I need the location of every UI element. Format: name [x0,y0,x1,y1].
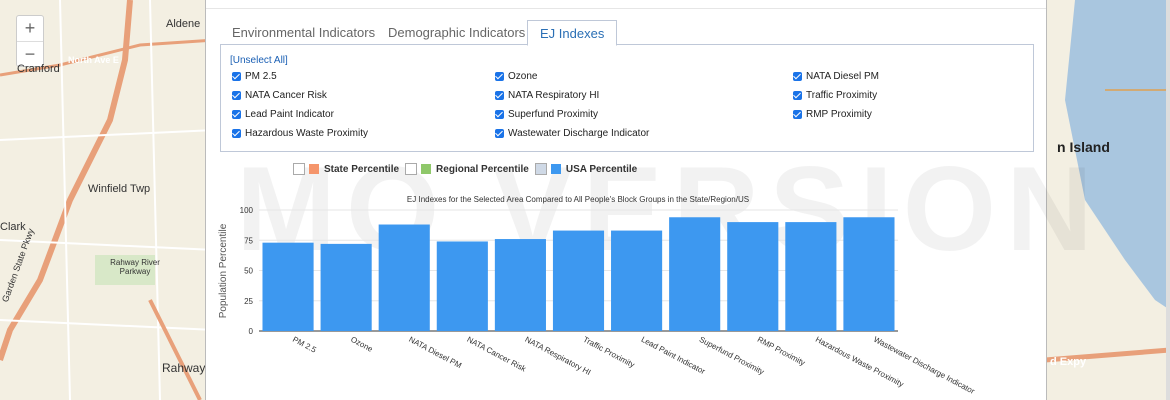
map-left[interactable]: + − Aldene Cranford North Ave E Winfield… [0,0,215,400]
x-tick-label: PM 2.5 [291,335,318,355]
chart-title: EJ Indexes for the Selected Area Compare… [407,195,749,204]
bar-wastewater-discharge-indicator[interactable] [843,217,895,331]
tab-ej-indexes[interactable]: EJ Indexes [527,20,618,46]
legend-swatch [550,164,561,174]
checkbox-icon [232,72,241,81]
x-tick-label: Superfund Proximity [698,335,766,377]
zoom-control: + − [16,15,44,67]
y-tick-label: 25 [244,297,253,306]
ej-index-bar-chart: EJ Indexes for the Selected Area Compare… [218,195,976,396]
checkbox-hazardous-waste-proximity[interactable]: Hazardous Waste Proximity [232,128,368,139]
x-tick-label: Traffic Proximity [582,335,636,370]
x-tick-label: NATA Cancer Risk [465,335,528,374]
ej-report-dialog: Environmental Indicators Demographic Ind… [205,0,1093,400]
map-roads-left [0,0,215,400]
map-label: d Expy [1050,356,1087,368]
checkbox-icon [793,72,802,81]
chart-legend: State Percentile Regional Percentile USA… [293,163,643,175]
x-tick-label: Wastewater Discharge Indicator [872,335,976,396]
y-tick-label: 75 [244,236,253,245]
bar-lead-paint-indicator[interactable] [611,230,663,331]
legend-checkbox[interactable] [293,163,305,175]
page-scrollbar[interactable] [1166,0,1170,400]
checkbox-nata-cancer-risk[interactable]: NATA Cancer Risk [232,90,327,101]
legend-state-percentile[interactable]: State Percentile [293,163,399,175]
legend-regional-percentile[interactable]: Regional Percentile [405,163,529,175]
y-tick-label: 100 [240,206,254,215]
checkbox-icon [495,72,504,81]
x-tick-label: Lead Paint Indicator [640,335,707,377]
chart-y-axis-label: Population Percentile [218,223,229,318]
checkbox-icon [793,110,802,119]
checkbox-icon [232,110,241,119]
zoom-out-button[interactable]: − [17,41,43,67]
map-label: North Ave E [68,55,119,65]
x-tick-label: RMP Proximity [756,335,807,368]
legend-swatch [421,164,432,174]
checkbox-wastewater-discharge-indicator[interactable]: Wastewater Discharge Indicator [495,128,649,139]
checkbox-icon [495,129,504,138]
map-label: Aldene [166,18,201,30]
checkbox-icon [495,110,504,119]
legend-checkbox[interactable] [534,163,547,175]
map-label: Clark [0,221,26,233]
bar-hazardous-waste-proximity[interactable] [785,222,837,331]
checkbox-icon [793,91,802,100]
map-label: Winfield Twp [88,183,151,195]
bar-superfund-proximity[interactable] [669,217,721,331]
checkbox-traffic-proximity[interactable]: Traffic Proximity [793,90,877,101]
tab-environmental-indicators[interactable]: Environmental Indicators [232,25,376,40]
map-right[interactable]: n Island d Expy [1045,0,1170,400]
checkbox-ozone[interactable]: Ozone [495,71,537,82]
unselect-all-link[interactable]: [Unselect All] [230,55,288,66]
y-tick-label: 0 [249,327,254,336]
checkbox-rmp-proximity[interactable]: RMP Proximity [793,109,872,120]
map-label: Rahway [162,361,206,375]
bar-nata-cancer-risk[interactable] [436,241,488,331]
checkbox-pm25[interactable]: PM 2.5 [232,71,277,82]
legend-usa-percentile[interactable]: USA Percentile [534,163,637,175]
x-tick-label: Ozone [349,335,375,354]
bar-traffic-proximity[interactable] [552,230,605,331]
legend-checkbox[interactable] [405,163,418,175]
legend-swatch [309,164,319,174]
bar-nata-respiratory-hi[interactable] [494,239,546,331]
map-label: Rahway River Parkway [110,258,160,276]
y-tick-label: 50 [244,267,253,276]
indicator-selection-panel: [Unselect All] PM 2.5 Ozone NATA Diesel … [220,44,1034,152]
bar-nata-diesel-pm[interactable] [378,224,430,331]
map-water-right [1045,0,1170,363]
dialog-top-bar [206,0,1046,9]
checkbox-icon [232,129,241,138]
map-label: Cranford [17,63,60,75]
bar-pm-2-5[interactable] [262,242,314,331]
bar-rmp-proximity[interactable] [727,222,779,331]
x-tick-label: NATA Diesel PM [407,335,463,371]
checkbox-icon [495,91,504,100]
checkbox-lead-paint-indicator[interactable]: Lead Paint Indicator [232,109,334,120]
zoom-in-button[interactable]: + [24,18,36,38]
checkbox-icon [232,91,241,100]
checkbox-nata-diesel-pm[interactable]: NATA Diesel PM [793,71,879,82]
bar-ozone[interactable] [320,243,372,331]
checkbox-nata-respiratory-hi[interactable]: NATA Respiratory HI [495,90,599,101]
checkbox-superfund-proximity[interactable]: Superfund Proximity [495,109,598,120]
tab-demographic-indicators[interactable]: Demographic Indicators [388,25,526,40]
map-label: n Island [1057,139,1110,155]
